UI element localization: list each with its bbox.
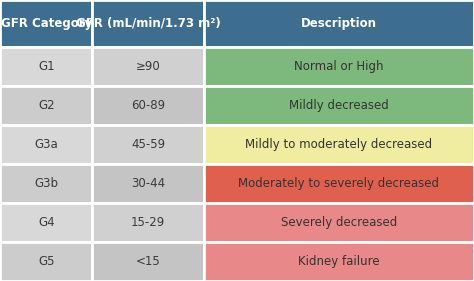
Bar xyxy=(0,0,92,46)
Text: Description: Description xyxy=(301,17,377,30)
Bar xyxy=(92,164,204,203)
Bar xyxy=(92,86,204,125)
Text: GFR (mL/min/1.73 m²): GFR (mL/min/1.73 m²) xyxy=(76,17,220,30)
Text: Normal or High: Normal or High xyxy=(294,60,383,72)
Bar xyxy=(0,164,92,203)
Text: 30-44: 30-44 xyxy=(131,177,165,190)
Text: Mildly decreased: Mildly decreased xyxy=(289,99,389,112)
Bar xyxy=(0,47,92,86)
Text: G2: G2 xyxy=(38,99,55,112)
Text: 15-29: 15-29 xyxy=(131,216,165,229)
Text: G3b: G3b xyxy=(34,177,58,190)
Text: Kidney failure: Kidney failure xyxy=(298,255,380,268)
Text: GFR Category: GFR Category xyxy=(0,17,92,30)
Text: G3a: G3a xyxy=(34,138,58,151)
Text: Mildly to moderately decreased: Mildly to moderately decreased xyxy=(246,138,432,151)
Bar xyxy=(92,125,204,164)
Text: G4: G4 xyxy=(38,216,55,229)
Bar xyxy=(92,203,204,242)
Bar xyxy=(204,164,474,203)
Bar xyxy=(0,203,92,242)
Bar xyxy=(0,125,92,164)
Text: ≥90: ≥90 xyxy=(136,60,161,72)
Text: <15: <15 xyxy=(136,255,161,268)
Bar xyxy=(204,86,474,125)
Bar xyxy=(204,203,474,242)
Bar xyxy=(92,47,204,86)
Text: G1: G1 xyxy=(38,60,55,72)
Text: Severely decreased: Severely decreased xyxy=(281,216,397,229)
Text: Moderately to severely decreased: Moderately to severely decreased xyxy=(238,177,439,190)
Bar xyxy=(0,242,92,281)
Bar xyxy=(204,47,474,86)
Text: 60-89: 60-89 xyxy=(131,99,165,112)
Bar xyxy=(204,0,474,46)
Bar xyxy=(204,125,474,164)
Bar xyxy=(0,86,92,125)
Text: G5: G5 xyxy=(38,255,55,268)
Text: 45-59: 45-59 xyxy=(131,138,165,151)
Bar xyxy=(204,242,474,281)
Bar xyxy=(92,242,204,281)
Bar xyxy=(92,0,204,46)
